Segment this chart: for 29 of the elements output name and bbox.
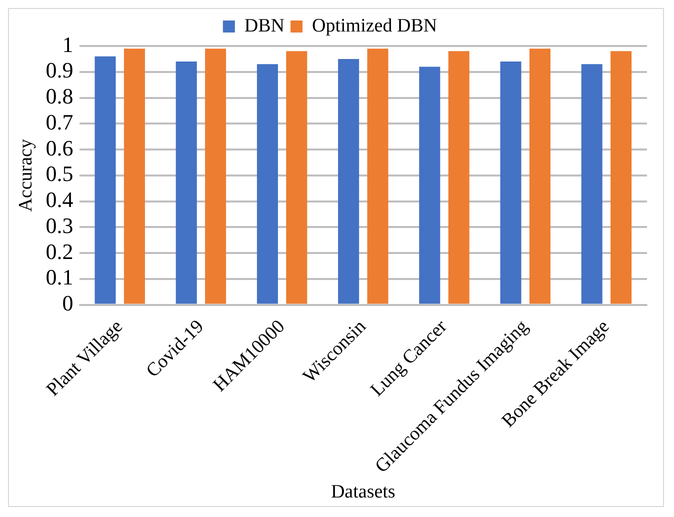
bar: [176, 62, 197, 304]
y-tick-label: 0.2: [46, 238, 74, 264]
y-tick-label: 0.6: [46, 135, 74, 160]
bar: [500, 62, 522, 304]
bar: [529, 48, 550, 304]
bar: [448, 51, 470, 304]
bar: [205, 48, 226, 304]
y-tick-label: 0.7: [46, 109, 74, 134]
y-tick-label: 0.5: [46, 161, 74, 186]
y-tick-label: 1: [62, 32, 74, 57]
y-tick-label: 0.3: [46, 212, 74, 238]
bar: [367, 48, 388, 304]
y-tick-label: 0.8: [46, 84, 74, 109]
bar: [124, 48, 145, 304]
y-tick-label: 0.1: [46, 264, 74, 290]
x-axis-title: Datasets: [330, 482, 396, 503]
bar: [419, 66, 440, 304]
bar: [256, 64, 278, 304]
bar: [94, 56, 116, 304]
y-tick-label: 0.4: [46, 187, 74, 212]
bar: [338, 58, 360, 304]
y-tick-label: 0: [62, 290, 74, 316]
bar: [286, 51, 308, 304]
bar: [610, 51, 632, 304]
y-tick-label: 0.9: [46, 58, 74, 83]
bar: [581, 64, 602, 304]
y-axis-title: Accuracy: [15, 138, 36, 212]
legend-label: Optimized DBN: [312, 15, 438, 36]
legend-label: DBN: [244, 15, 285, 36]
